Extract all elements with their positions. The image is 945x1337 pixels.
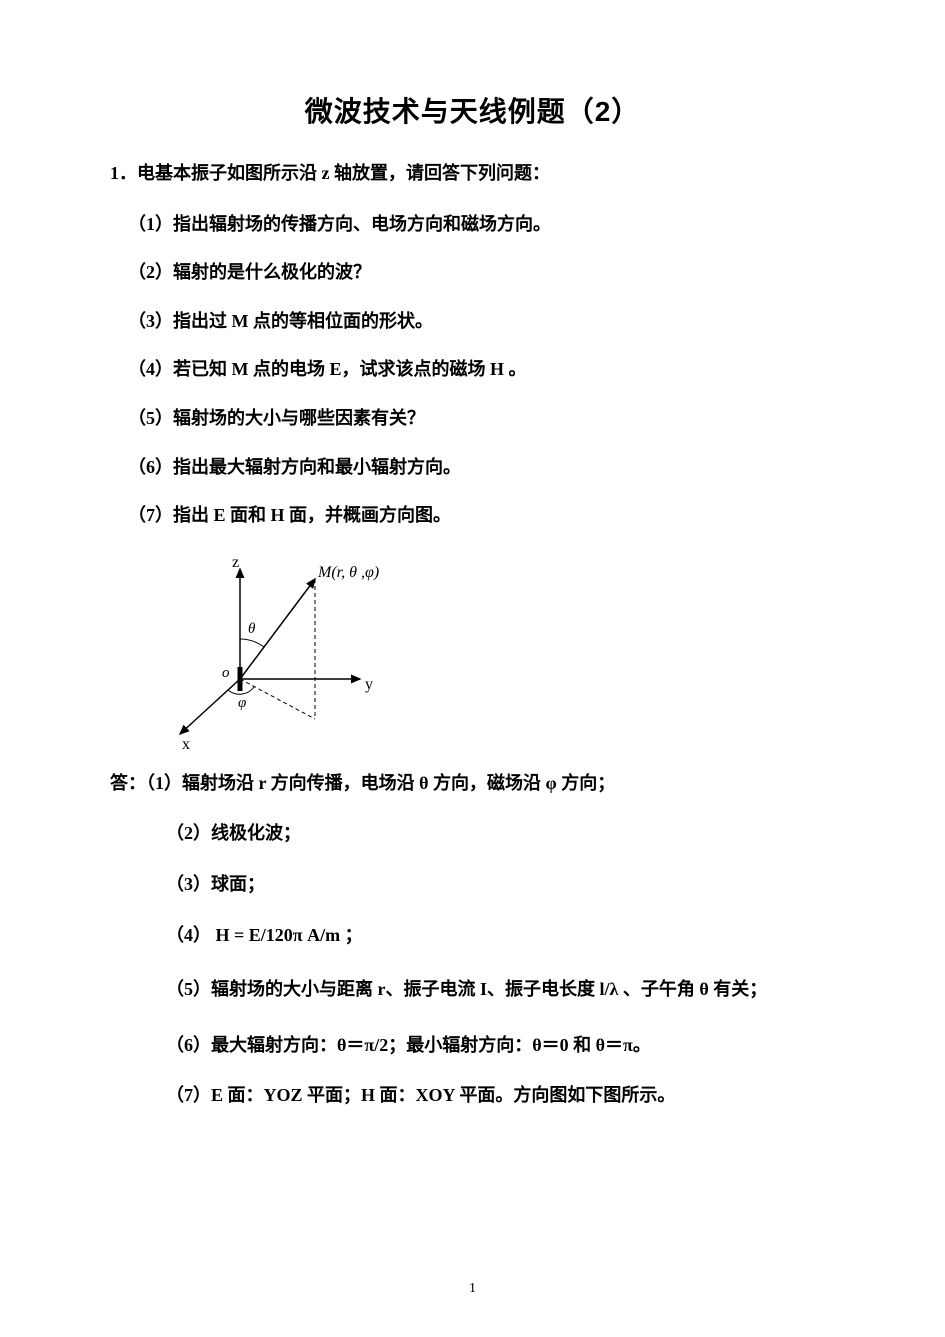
question-number: 1． xyxy=(110,163,137,183)
page-title: 微波技术与天线例题（2） xyxy=(110,90,835,130)
page-number: 1 xyxy=(0,1281,945,1297)
question-part-4: （4）若已知 M 点的电场 E，试求该点的磁场 H 。 xyxy=(110,354,835,385)
answer-text-1: （1）辐射场沿 r 方向传播，电场沿 θ 方向，磁场沿 φ 方向； xyxy=(146,773,615,793)
coordinate-diagram: z y x o M(r, θ ,φ) θ φ xyxy=(160,549,835,754)
question-part-5: （5）辐射场的大小与哪些因素有关？ xyxy=(110,403,835,434)
answer-part-4: （4） H = E/120π A/m ； xyxy=(110,920,835,951)
answer-part-6: （6）最大辐射方向：θ＝π/2；最小辐射方向：θ＝0 和 θ＝π。 xyxy=(110,1030,835,1061)
origin-label: o xyxy=(222,665,230,681)
axis-z-label: z xyxy=(232,554,239,571)
answer-part-7: （7）E 面：YOZ 平面；H 面：XOY 平面。方向图如下图所示。 xyxy=(110,1080,835,1111)
question-part-1: （1）指出辐射场的传播方向、电场方向和磁场方向。 xyxy=(110,209,835,240)
question-part-2: （2）辐射的是什么极化的波？ xyxy=(110,257,835,288)
answer-part-1: 答：（1）辐射场沿 r 方向传播，电场沿 θ 方向，磁场沿 φ 方向； xyxy=(110,768,835,799)
axis-y-label: y xyxy=(365,676,373,693)
question-part-6: （6）指出最大辐射方向和最小辐射方向。 xyxy=(110,452,835,483)
answer-part-3: （3）球面； xyxy=(110,869,835,900)
question-part-3: （3）指出过 M 点的等相位面的形状。 xyxy=(110,306,835,337)
answer-part-2: （2）线极化波； xyxy=(110,818,835,849)
answer-prefix: 答： xyxy=(110,773,146,793)
axis-x-label: x xyxy=(182,736,190,749)
phi-label: φ xyxy=(238,695,246,711)
point-M-label: M(r, θ ,φ) xyxy=(317,564,379,581)
theta-label: θ xyxy=(248,621,256,637)
question-intro-text: 电基本振子如图所示沿 z 轴放置，请回答下列问题： xyxy=(137,163,550,183)
question-part-7: （7）指出 E 面和 H 面，并概画方向图。 xyxy=(110,500,835,531)
question-intro: 1．电基本振子如图所示沿 z 轴放置，请回答下列问题： xyxy=(110,158,835,189)
answer-part-5: （5）辐射场的大小与距离 r、振子电流 I、振子电长度 l/λ 、子午角 θ 有… xyxy=(110,970,835,1010)
